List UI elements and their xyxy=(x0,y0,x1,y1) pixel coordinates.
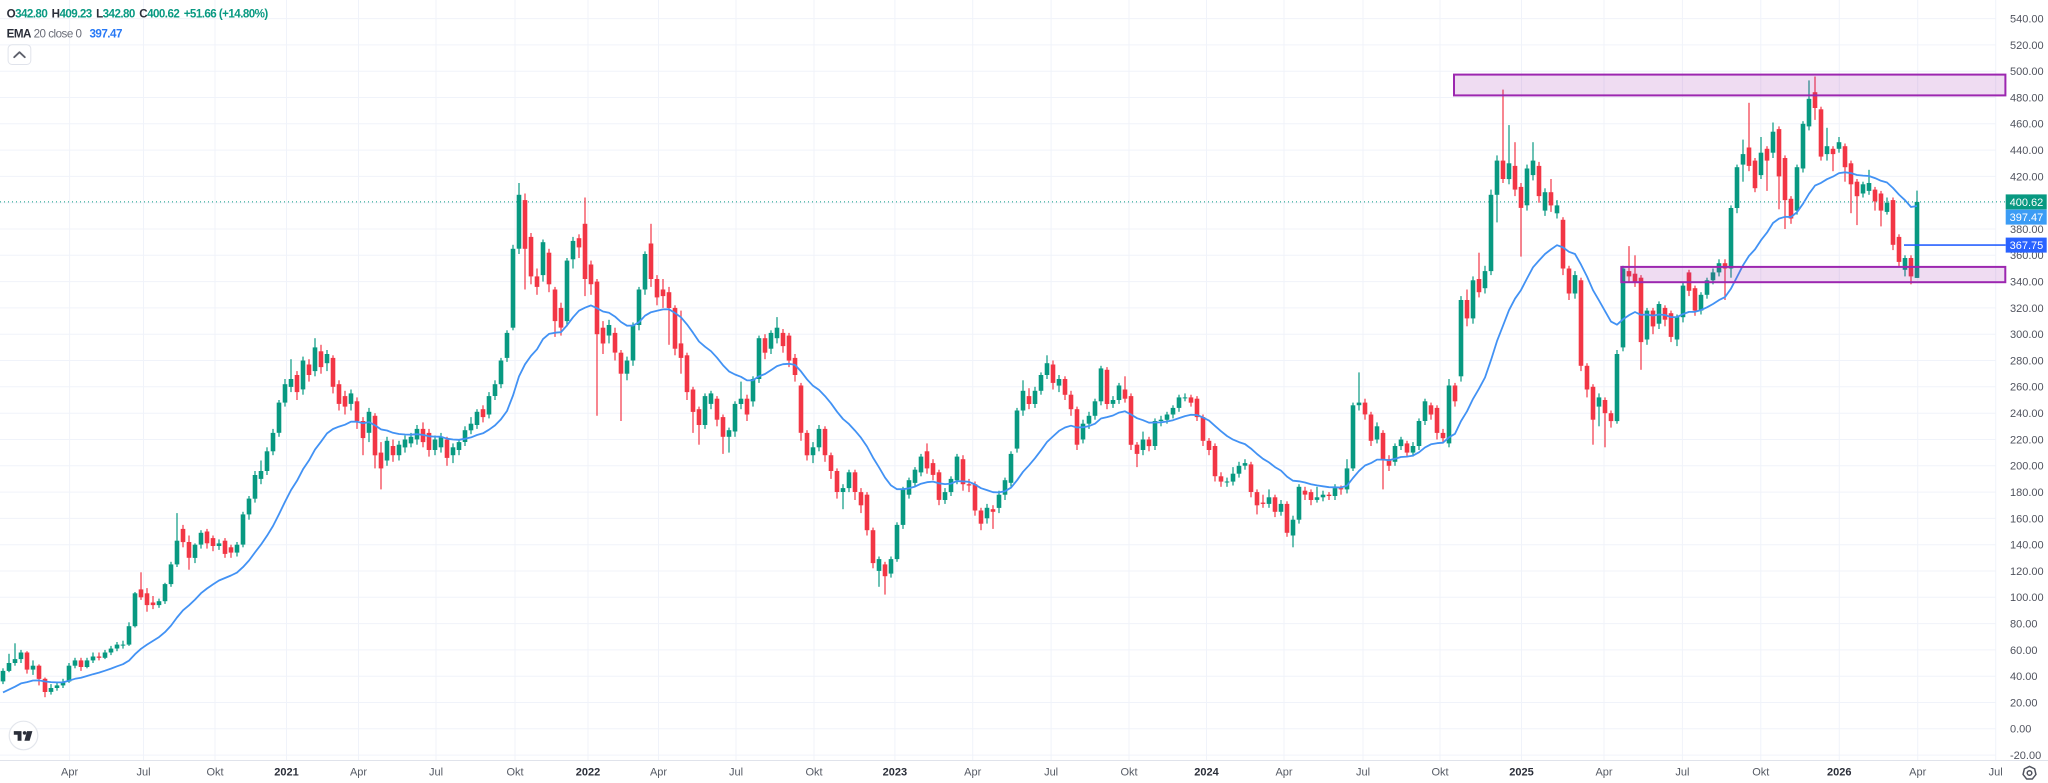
svg-text:60.00: 60.00 xyxy=(2010,645,2038,657)
svg-text:Jul: Jul xyxy=(1044,767,1058,779)
svg-text:Apr: Apr xyxy=(1595,767,1612,779)
svg-text:2023: 2023 xyxy=(883,767,907,779)
svg-text:397.47: 397.47 xyxy=(2010,212,2044,224)
svg-text:Apr: Apr xyxy=(650,767,667,779)
svg-text:Okt: Okt xyxy=(1431,767,1448,779)
svg-text:-20.00: -20.00 xyxy=(2010,750,2041,762)
svg-text:Jul: Jul xyxy=(136,767,150,779)
svg-text:Okt: Okt xyxy=(805,767,822,779)
svg-text:0.00: 0.00 xyxy=(2010,724,2031,736)
svg-text:Apr: Apr xyxy=(61,767,78,779)
svg-text:520.00: 520.00 xyxy=(2010,40,2044,52)
svg-text:Jul: Jul xyxy=(1356,767,1370,779)
svg-text:420.00: 420.00 xyxy=(2010,171,2044,183)
svg-text:2022: 2022 xyxy=(576,767,600,779)
svg-text:Apr: Apr xyxy=(1275,767,1292,779)
svg-text:2024: 2024 xyxy=(1194,767,1219,779)
svg-text:400.62: 400.62 xyxy=(2010,197,2044,209)
svg-text:Jul: Jul xyxy=(429,767,443,779)
svg-text:300.00: 300.00 xyxy=(2010,329,2044,341)
svg-text:120.00: 120.00 xyxy=(2010,566,2044,578)
svg-text:Apr: Apr xyxy=(964,767,981,779)
svg-text:2021: 2021 xyxy=(274,767,298,779)
svg-text:Jul: Jul xyxy=(1989,767,2003,779)
svg-text:Jul: Jul xyxy=(1675,767,1689,779)
svg-text:340.00: 340.00 xyxy=(2010,277,2044,289)
svg-text:2026: 2026 xyxy=(1827,767,1851,779)
svg-text:367.75: 367.75 xyxy=(2010,240,2044,252)
svg-text:220.00: 220.00 xyxy=(2010,434,2044,446)
svg-text:EMA 20 close 0 397.47: EMA 20 close 0 397.47 xyxy=(7,27,122,40)
svg-text:O342.80 H409.23 L342.80 C40: O342.80 H409.23 L342.80 C400.62 +51.66 (… xyxy=(7,8,269,21)
svg-text:460.00: 460.00 xyxy=(2010,119,2044,131)
svg-text:280.00: 280.00 xyxy=(2010,355,2044,367)
svg-text:Apr: Apr xyxy=(1909,767,1926,779)
svg-text:20.00: 20.00 xyxy=(2010,697,2038,709)
svg-text:Apr: Apr xyxy=(350,767,367,779)
svg-text:180.00: 180.00 xyxy=(2010,487,2044,499)
svg-text:360.00: 360.00 xyxy=(2010,250,2044,262)
svg-text:160.00: 160.00 xyxy=(2010,513,2044,525)
svg-text:Jul: Jul xyxy=(729,767,743,779)
svg-text:200.00: 200.00 xyxy=(2010,461,2044,473)
svg-text:140.00: 140.00 xyxy=(2010,540,2044,552)
svg-text:100.00: 100.00 xyxy=(2010,592,2044,604)
svg-text:380.00: 380.00 xyxy=(2010,224,2044,236)
svg-text:40.00: 40.00 xyxy=(2010,671,2038,683)
svg-text:480.00: 480.00 xyxy=(2010,92,2044,104)
svg-text:500.00: 500.00 xyxy=(2010,66,2044,78)
svg-text:2025: 2025 xyxy=(1509,767,1533,779)
svg-text:260.00: 260.00 xyxy=(2010,382,2044,394)
svg-text:Okt: Okt xyxy=(1752,767,1769,779)
svg-text:440.00: 440.00 xyxy=(2010,145,2044,157)
svg-text:Okt: Okt xyxy=(506,767,523,779)
svg-text:80.00: 80.00 xyxy=(2010,619,2038,631)
svg-text:Okt: Okt xyxy=(206,767,223,779)
svg-text:540.00: 540.00 xyxy=(2010,14,2044,26)
svg-text:320.00: 320.00 xyxy=(2010,303,2044,315)
svg-text:Okt: Okt xyxy=(1120,767,1137,779)
svg-text:240.00: 240.00 xyxy=(2010,408,2044,420)
